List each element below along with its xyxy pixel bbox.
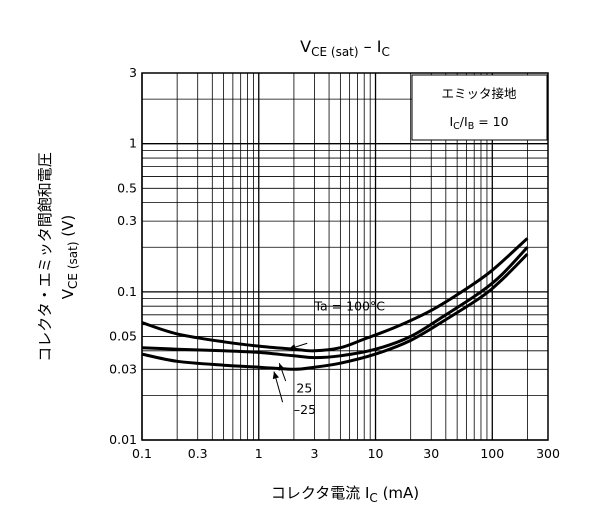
- series-line-2: [141, 246, 529, 360]
- x-tick-label: 3: [310, 446, 318, 461]
- chart-title: VCE (sat) – IC: [300, 37, 390, 59]
- annotation-label-3: –25: [294, 402, 316, 417]
- curve-annotations: Ta = 100°C 25 –25: [272, 298, 385, 417]
- y-tick-label: 0.5: [117, 180, 137, 195]
- x-tick-label: 10: [368, 446, 384, 461]
- y-tick-label: 0.3: [117, 213, 137, 228]
- x-tick-label: 0.1: [132, 446, 152, 461]
- y-tick-labels: 0.01 0.03 0.05 0.1 0.3 0.5 1 3: [109, 65, 137, 447]
- y-tick-label: 0.05: [109, 328, 137, 343]
- annotation-arrowhead-1: [288, 344, 297, 351]
- grid: [141, 72, 549, 441]
- y-axis-label-line-1: コレクタ・エミッタ間飽和電圧: [36, 152, 54, 361]
- annotation-arrowhead-2: [278, 363, 285, 371]
- x-tick-label: 0.3: [188, 446, 208, 461]
- y-tick-label: 1: [129, 136, 137, 151]
- series-line-3: [141, 252, 529, 371]
- legend-line-2: IC/IB = 10: [449, 114, 508, 132]
- y-tick-label: 3: [129, 65, 137, 80]
- x-tick-label: 300: [536, 446, 560, 461]
- y-tick-label: 0.1: [117, 284, 137, 299]
- x-tick-labels: 0.1 0.3 1 3 10 30 100 300: [132, 446, 560, 461]
- legend-box: [411, 74, 548, 141]
- series-curves: [141, 237, 529, 371]
- plot-frame: [141, 72, 549, 441]
- annotation-arrowhead-3: [272, 371, 279, 380]
- y-tick-label: 0.03: [109, 361, 137, 376]
- x-axis-label: コレクタ電流 IC (mA): [271, 484, 419, 505]
- x-tick-label: 100: [480, 446, 504, 461]
- annotation-label-1: Ta = 100°C: [313, 298, 385, 313]
- y-axis-label-line-2: VCE (sat) (V): [59, 215, 80, 299]
- x-tick-label: 30: [423, 446, 439, 461]
- x-tick-label: 1: [255, 446, 263, 461]
- series-line-1: [141, 237, 529, 353]
- annotation-label-2: 25: [296, 380, 312, 395]
- y-tick-label: 0.01: [109, 432, 137, 447]
- legend-line-1: エミッタ接地: [441, 86, 517, 101]
